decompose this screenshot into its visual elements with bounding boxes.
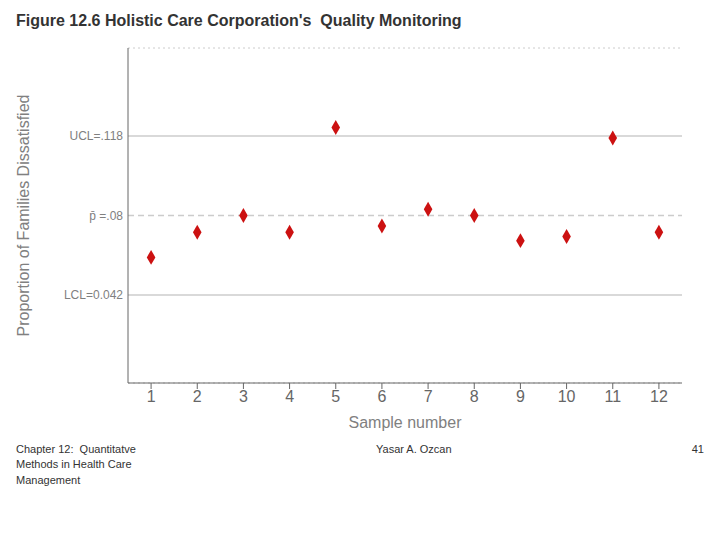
svg-text:8: 8 [470, 388, 479, 405]
svg-text:1: 1 [147, 388, 156, 405]
svg-text:5: 5 [331, 388, 340, 405]
svg-text:6: 6 [377, 388, 386, 405]
svg-text:4: 4 [285, 388, 294, 405]
svg-text:Sample number: Sample number [349, 414, 463, 431]
svg-text:Proportion of Families Dissati: Proportion of Families Dissatisfied [15, 95, 32, 337]
svg-text:2: 2 [193, 388, 202, 405]
svg-text:p̄ =.08: p̄ =.08 [89, 209, 123, 223]
svg-text:7: 7 [424, 388, 433, 405]
svg-text:10: 10 [558, 388, 576, 405]
svg-text:12: 12 [650, 388, 668, 405]
svg-text:UCL=.118: UCL=.118 [70, 129, 124, 143]
html-text:Figure 12.6 Holistic Care Corp: Figure 12.6 Holistic Care Corporation's … [16, 12, 462, 29]
svg-text:3: 3 [239, 388, 248, 405]
html-text:Yasar A. Ozcan: Yasar A. Ozcan [376, 443, 452, 455]
svg-text:9: 9 [516, 388, 525, 405]
html-text:Chapter 12: Quantitatve: Chapter 12: Quantitatve [16, 443, 136, 455]
html-text:Management: Management [16, 473, 81, 486]
html-text:Methods in Health Care: Methods in Health Care [16, 458, 132, 471]
svg-text:LCL=0.042: LCL=0.042 [64, 288, 123, 302]
svg-text:11: 11 [604, 388, 621, 405]
html-text:41: 41 [691, 443, 704, 455]
